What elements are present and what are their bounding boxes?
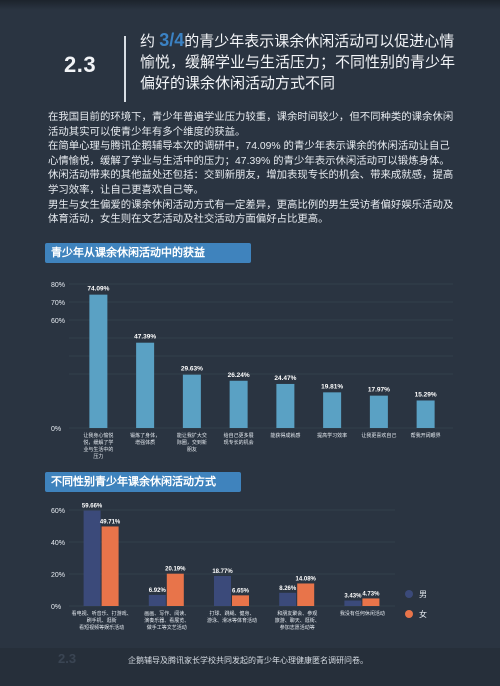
chart2-panel: 0% 20% 40% 60% 59.66% 49.71% 看电视、听音乐、打游戏、 刷手机、逛… (45, 498, 465, 648)
chart1-bar (369, 395, 388, 428)
chart2-bar-male (148, 594, 166, 606)
top-edge (0, 0, 500, 10)
chart2-category-label: 刷手机、逛街 (87, 617, 117, 624)
chart2-bar-male (214, 575, 231, 606)
chart2-category-label: 做手工等文艺活动 (147, 624, 187, 631)
chart2-value-label: 3.43% (344, 594, 362, 600)
chart2-svg: 0% 20% 40% 60% 59.66% 49.71% 看电视、听音乐、打游戏、刷手机、逛… (51, 504, 427, 631)
chart2-value-label: 8.26% (279, 586, 297, 592)
chart1-bar (229, 380, 248, 428)
chart1-ytick: 70% (51, 300, 65, 307)
chart2-ytick: 60% (51, 508, 65, 515)
footer (0, 648, 500, 686)
chart2-bar-male (279, 592, 297, 606)
body-text: 在我国目前的环境下，青少年普遍学业压力较重，课余时间较少，但不同种类的课余休闲活… (48, 111, 458, 228)
section-number: 2.3 (64, 52, 97, 77)
chart1-category-label: 能让我扩大交 (177, 432, 207, 439)
chart2-bar-female (362, 598, 380, 606)
chart2-category-label: 看电视、听音乐、打游戏、 (72, 610, 132, 617)
chart1-category-label: 让我更喜欢自己 (361, 432, 396, 439)
body-paragraph-2: 在简单心理与腾讯企鹅辅导本次的调研中，74.09% 的青少年表示课余的休闲活动让… (48, 141, 454, 196)
chart1-ytick: 60% (51, 318, 65, 325)
chart2-value-label: 18.77% (212, 569, 233, 575)
footer-note: 企鹅辅导及腾讯家长学校共同发起的青少年心理健康匿名调研问卷。 (128, 656, 368, 665)
chart1-category-label: 能获得成就感 (270, 432, 300, 439)
chart2-value-label: 59.66% (82, 504, 103, 510)
chart2-legend-marker (405, 610, 413, 618)
chart2-value-label: 14.08% (296, 576, 317, 582)
chart2-title: 不同性别青少年课余休闲活动方式 (45, 472, 241, 492)
chart2-bar-female (166, 573, 184, 606)
chart1-category-label: 提高学习效率 (317, 432, 347, 439)
chart2-value-label: 20.19% (165, 567, 186, 573)
chart2-ytick: 20% (51, 572, 65, 579)
chart2-bar-female (232, 595, 249, 606)
chart2-category-label: 游泳、滑冰等体育活动 (207, 617, 257, 624)
chart1-bar (136, 342, 155, 428)
chart1-category-label: 帮我开阔眼界 (411, 432, 441, 439)
chart2-bar-male (344, 600, 362, 606)
chart2-category-label: 旅游、聊天、逛街、 (275, 617, 320, 624)
chart1-category-label: 悦，缓解了学 (83, 439, 113, 446)
title-highlight: 3/4 (159, 30, 185, 50)
chart1-bar (416, 400, 435, 428)
chart2-category-label: 打球、跳绳、健身、 (209, 610, 254, 617)
chart2-category-label: 和朋友聚会、参观 (277, 610, 317, 617)
chart1-category-label: 锻炼了身体， (130, 432, 160, 439)
section-title: 约 3/4的青少年表示课余休闲活动可以促进心情 愉悦，缓解学业与生活压力；不同性… (140, 30, 475, 94)
chart1-panel: 0% 60% 70% 80% 74.09% 让我身心愉悦 悦，缓解了学 业与生活中的 压力 47.… (45, 270, 465, 460)
chart2-value-label: 6.65% (232, 588, 250, 594)
chart2-bar-female (101, 526, 119, 606)
chart1-bar (89, 294, 108, 428)
chart1-ytick: 80% (51, 282, 65, 289)
chart2-bar-male (83, 510, 101, 606)
chart1-category-label: 增强体质 (135, 439, 155, 446)
chart2-legend-label: 女 (419, 609, 427, 619)
title-line2: 愉悦，缓解学业与生活压力；不同性别的青少年 (140, 54, 456, 71)
title-divider (124, 36, 126, 102)
chart2-value-label: 6.92% (149, 588, 167, 594)
chart1-value-label: 19.81% (321, 383, 343, 390)
chart2-value-label: 4.73% (362, 591, 380, 597)
chart1-bar (276, 383, 295, 428)
chart1-category-label: 压力 (93, 453, 103, 460)
chart1-bar (323, 392, 342, 428)
chart1-bar (182, 374, 201, 428)
chart1-category-label: 给自己更多展 (224, 432, 254, 439)
chart1-value-label: 74.09% (87, 286, 109, 293)
chart1-title: 青少年从课余休闲活动中的获益 (45, 243, 251, 263)
chart1-value-label: 47.39% (134, 334, 156, 341)
chart1-value-label: 26.24% (228, 372, 250, 379)
chart1-value-label: 24.47% (274, 375, 296, 382)
chart1-value-label: 17.97% (368, 387, 390, 394)
chart2-category-label: 画画、写作、阅读、 (144, 610, 189, 617)
chart1-category-label: 业与生活中的 (83, 446, 113, 453)
chart2-legend-marker (405, 590, 413, 598)
chart2-legend-label: 男 (419, 590, 427, 599)
chart1-value-label: 15.29% (415, 391, 437, 398)
chart1-category-label: 际圈，交到新 (177, 439, 207, 446)
body-paragraph-1: 在我国目前的环境下，青少年普遍学业压力较重，课余时间较少，但不同种类的课余休闲活… (48, 112, 454, 138)
chart2-category-label: 我没有任何休闲活动 (340, 610, 385, 617)
chart2-ytick: 0% (51, 604, 61, 611)
title-prefix: 约 (140, 33, 156, 50)
title-line3: 偏好的课余休闲活动方式不同 (140, 75, 336, 92)
title-line1: 的青少年表示课余休闲活动可以促进心情 (184, 33, 455, 50)
chart1-category-label: 现专长的机会 (224, 439, 254, 446)
chart2-value-label: 49.71% (100, 519, 121, 525)
chart1-ytick: 0% (51, 426, 61, 433)
chart1-category-label: 让我身心愉悦 (83, 432, 113, 439)
body-paragraph-3: 男生与女生偏爱的课余休闲活动方式有一定差异，更高比例的男生受访者偏好娱乐活动及体… (48, 199, 454, 226)
chart1-value-label: 29.63% (181, 366, 203, 373)
chart2-category-label: 演奏乐器、看展览、 (144, 617, 189, 624)
chart2-bar-female (297, 583, 315, 606)
chart1-category-label: 朋友 (187, 446, 197, 453)
chart2-ytick: 40% (51, 540, 65, 547)
chart2-category-label: 看短视频等娱乐活动 (79, 624, 124, 631)
chart2-category-label: 参加志愿活动等 (280, 624, 315, 631)
footer-page-glyph: 2.3 (58, 651, 77, 666)
